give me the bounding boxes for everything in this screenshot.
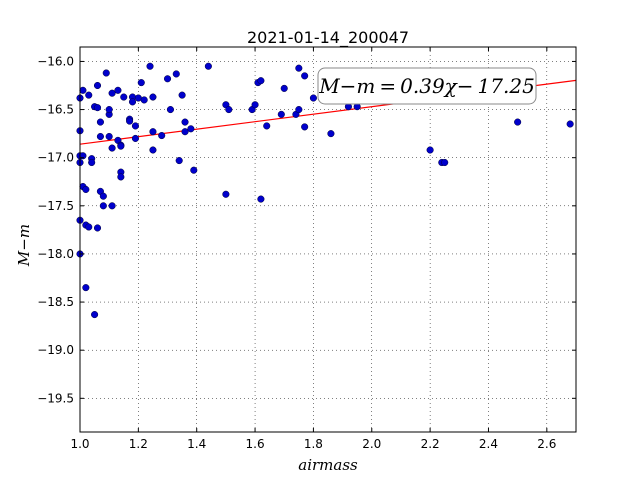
data-point <box>295 64 303 72</box>
data-point <box>301 123 309 131</box>
y-axis-label: M−m <box>15 224 33 267</box>
data-point <box>140 96 148 104</box>
data-point <box>225 106 233 114</box>
y-tick-label: −17.5 <box>37 199 74 213</box>
data-point <box>149 128 157 136</box>
plot-frame <box>79 46 577 433</box>
y-tick-label: −18.5 <box>37 295 74 309</box>
data-point <box>93 81 102 90</box>
y-tick-label: −19.0 <box>37 343 74 357</box>
data-point <box>91 311 99 319</box>
data-point <box>82 284 90 292</box>
data-point <box>96 132 104 141</box>
data-point <box>99 202 107 210</box>
data-point <box>309 94 317 102</box>
data-point <box>514 118 522 126</box>
data-point <box>277 110 285 118</box>
grid <box>79 47 576 432</box>
x-tick-label: 1.8 <box>304 437 323 451</box>
data-point <box>190 166 198 174</box>
y-tick-label: −17.0 <box>37 151 74 165</box>
x-tick-label: 2.6 <box>537 437 556 451</box>
y-tick-label: −18.0 <box>37 247 74 261</box>
data-point <box>82 185 90 193</box>
x-tick-label: 2.2 <box>421 437 440 451</box>
data-point <box>96 118 104 126</box>
data-point <box>108 144 116 152</box>
y-tick-label: −16.5 <box>37 103 74 117</box>
x-axis-label: airmass <box>298 456 358 474</box>
data-point <box>295 106 303 114</box>
data-point <box>108 202 116 210</box>
data-point <box>178 91 186 99</box>
data-point <box>187 125 195 133</box>
data-points <box>76 62 574 319</box>
data-point <box>257 195 265 203</box>
data-point <box>566 120 574 128</box>
data-point <box>105 106 113 114</box>
data-point <box>131 122 139 130</box>
data-point <box>301 72 309 80</box>
data-point <box>280 84 288 92</box>
data-point <box>137 79 145 87</box>
fit-equation-annotation: M−m = 0.39χ− 17.25 <box>317 67 537 105</box>
annotation-box <box>317 67 537 105</box>
data-point <box>146 62 154 70</box>
data-point <box>251 101 259 109</box>
data-point <box>85 223 93 231</box>
data-point <box>88 158 96 167</box>
data-point <box>175 157 183 165</box>
data-point <box>99 192 107 200</box>
x-tick-label: 1.0 <box>70 437 89 451</box>
data-point <box>79 86 87 94</box>
data-point <box>128 98 137 106</box>
data-point <box>131 134 139 142</box>
x-tick-label: 2.0 <box>362 437 381 451</box>
data-point <box>158 132 166 140</box>
x-tick-label: 1.4 <box>187 437 206 451</box>
data-point <box>85 91 93 99</box>
x-tick-label: 2.4 <box>479 437 498 451</box>
data-point <box>166 106 174 114</box>
data-point <box>327 130 335 138</box>
data-point <box>263 122 271 130</box>
data-point <box>105 132 113 141</box>
y-tick-label: −16.0 <box>37 54 74 68</box>
y-tick-labels: −16.0 −16.5 −17.0 −17.5 −18.0 −18.5 −19.0 −19.5 <box>37 54 74 405</box>
data-point <box>441 158 449 167</box>
chart-title: 2021-01-14_200047 <box>247 28 409 48</box>
data-point <box>426 146 434 154</box>
fit-equation: M−m = 0.39χ− 17.25 <box>318 74 535 98</box>
data-point <box>117 142 125 150</box>
data-point <box>149 146 157 154</box>
data-point <box>108 89 116 97</box>
data-point <box>163 75 172 83</box>
x-tick-labels: 1.0 1.2 1.4 1.6 1.8 2.0 2.2 2.4 2.6 <box>70 437 556 451</box>
data-point <box>204 62 212 70</box>
y-tick-label: −19.5 <box>37 391 74 405</box>
data-point <box>126 117 134 125</box>
data-point <box>222 190 230 198</box>
data-point <box>93 224 102 232</box>
data-point <box>120 93 128 101</box>
data-point <box>181 118 189 126</box>
data-point <box>93 104 102 112</box>
data-point <box>257 77 265 85</box>
data-point <box>117 173 125 181</box>
data-point <box>181 128 189 136</box>
data-point <box>149 93 157 101</box>
x-tick-label: 1.6 <box>246 437 265 451</box>
data-point <box>172 70 180 78</box>
data-point <box>114 86 122 94</box>
axis-ticks <box>79 47 576 432</box>
x-tick-label: 1.2 <box>129 437 148 451</box>
data-point <box>102 69 110 77</box>
